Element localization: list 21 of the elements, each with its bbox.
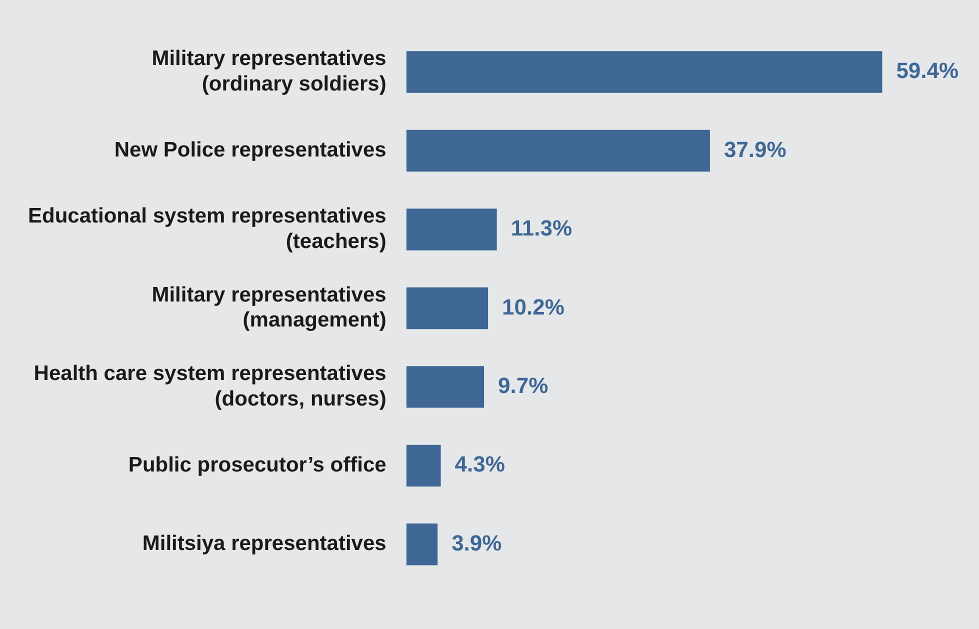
y-tick-label: Military representatives (management) [152,283,386,332]
bar [406,208,497,250]
data-label: 10.2% [502,294,564,320]
y-tick-label: Public prosecutor’s office [128,453,386,476]
data-label: 37.9% [724,136,786,162]
bar [406,524,438,566]
data-label: 59.4% [896,58,959,84]
bar [406,130,710,172]
bar [406,366,484,408]
bar [406,287,488,330]
y-tick-label: Militsiya representatives [142,532,386,556]
bar [406,51,882,93]
data-label: 9.7% [498,373,548,398]
bar [406,444,441,487]
y-tick-label: Military representatives (ordinary soldiers) [152,47,386,96]
y-tick-label: New Police representatives [114,138,386,162]
y-tick-label: Health care system representatives (doctors, nurses) [34,362,386,410]
y-tick-label: Educational system representatives (teachers) [28,204,386,253]
data-label: 11.3% [510,216,572,241]
data-label: 3.9% [452,530,502,556]
data-label: 4.3% [454,452,505,477]
